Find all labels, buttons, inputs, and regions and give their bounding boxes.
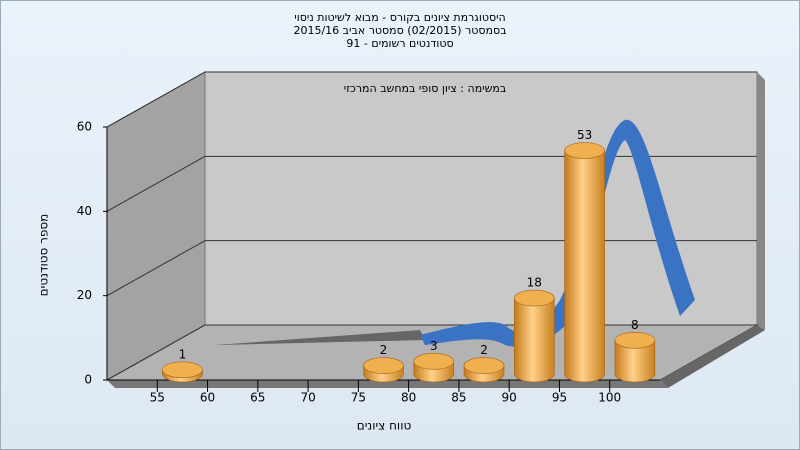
x-tick-label: 90: [502, 391, 517, 405]
value-label: 2: [480, 343, 488, 357]
bar: [514, 297, 555, 383]
chart-title: היסטוגרמת ציונים בקורס - מבוא לשיטות ניס…: [294, 11, 505, 24]
x-tick-label: 65: [250, 391, 265, 405]
chart-subtitle: במשימה : ציון סופי במחשב המרכזי: [344, 82, 507, 95]
bar: [614, 339, 656, 383]
chart-title: בסמסטר (02/2015) סמסטר אביב 2015/16: [293, 24, 506, 37]
value-label: 2: [380, 343, 388, 357]
x-tick-label: 95: [552, 391, 567, 405]
bar-cap: [463, 357, 505, 374]
y-tick-label: 0: [84, 373, 92, 387]
grid-line: [106, 324, 206, 381]
x-tick-label: 80: [401, 391, 416, 405]
y-tick-label: 60: [77, 120, 92, 134]
chart-title: סטודנטים רשומים - 91: [346, 37, 453, 50]
y-axis-label: מספר סטודנטים: [37, 214, 51, 297]
value-label: 1: [179, 347, 187, 361]
y-tick-label: 40: [77, 204, 92, 218]
bar-cap: [363, 357, 404, 374]
value-label: 53: [577, 128, 592, 142]
grid-line: [106, 155, 206, 212]
x-tick-label: 75: [351, 391, 366, 405]
y-tick-label: 20: [77, 288, 92, 302]
bar-cap: [162, 361, 203, 379]
wall-edge: [757, 72, 765, 330]
x-tick-label: 55: [150, 391, 165, 405]
bar-cap: [413, 353, 455, 370]
floor-edge: [107, 380, 668, 388]
fit-shadow: [215, 330, 425, 345]
bar-cap: [514, 289, 555, 307]
grid-line: [106, 240, 206, 297]
x-tick-label: 100: [598, 391, 621, 405]
value-label: 18: [527, 276, 542, 290]
value-label: 8: [631, 318, 639, 332]
value-label: 3: [430, 339, 438, 353]
bar-cap: [564, 142, 605, 159]
bar: [564, 150, 605, 383]
bar-cap: [614, 331, 656, 349]
x-tick-label: 60: [200, 391, 215, 405]
x-axis-label: טווח ציונים: [357, 419, 412, 433]
x-tick-label: 70: [300, 391, 315, 405]
floor-edge: [660, 325, 765, 388]
grid-line: [106, 71, 206, 128]
x-tick-label: 85: [451, 391, 466, 405]
